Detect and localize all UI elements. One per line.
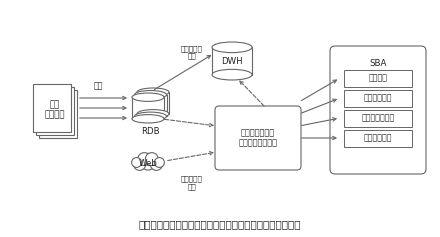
FancyBboxPatch shape — [344, 129, 412, 146]
FancyBboxPatch shape — [330, 46, 426, 174]
Polygon shape — [132, 97, 164, 119]
Ellipse shape — [135, 91, 166, 99]
Ellipse shape — [137, 109, 169, 118]
Text: 全社情報共有: 全社情報共有 — [364, 94, 392, 102]
Polygon shape — [135, 95, 166, 116]
Text: SBA: SBA — [369, 59, 387, 68]
FancyBboxPatch shape — [215, 106, 301, 170]
Ellipse shape — [135, 112, 166, 120]
Ellipse shape — [212, 42, 252, 53]
FancyBboxPatch shape — [36, 87, 74, 135]
Text: マーケティング: マーケティング — [361, 114, 395, 123]
Ellipse shape — [212, 69, 252, 80]
FancyBboxPatch shape — [33, 84, 71, 132]
Circle shape — [139, 153, 156, 170]
Ellipse shape — [137, 88, 169, 96]
Text: Web: Web — [139, 160, 158, 169]
Circle shape — [150, 158, 162, 170]
Text: RDB: RDB — [141, 127, 159, 136]
FancyBboxPatch shape — [344, 69, 412, 87]
Text: 更新: 更新 — [93, 82, 103, 91]
Text: DWH: DWH — [221, 56, 243, 65]
Circle shape — [138, 153, 150, 166]
Circle shape — [132, 158, 142, 167]
Circle shape — [134, 158, 146, 170]
Ellipse shape — [132, 93, 164, 101]
Polygon shape — [212, 47, 252, 75]
Text: 最新データ
反映: 最新データ 反映 — [181, 176, 203, 190]
Text: 最新データ
反映: 最新データ 反映 — [181, 45, 203, 59]
FancyBboxPatch shape — [344, 90, 412, 106]
FancyBboxPatch shape — [344, 109, 412, 127]
Circle shape — [154, 158, 165, 167]
Text: 意思決定: 意思決定 — [368, 73, 388, 82]
Circle shape — [145, 153, 158, 166]
Text: 品質問題対応: 品質問題対応 — [364, 133, 392, 142]
Text: 業務
プロセス: 業務 プロセス — [45, 100, 65, 120]
Text: 検索技術による
情報アクセス基盤: 検索技術による 情報アクセス基盤 — [238, 128, 278, 148]
Text: 図１　情報アクセス基盤による企業内外データの仮想統合: 図１ 情報アクセス基盤による企業内外データの仮想統合 — [139, 219, 301, 229]
Ellipse shape — [132, 115, 164, 123]
FancyBboxPatch shape — [39, 90, 77, 138]
Polygon shape — [137, 92, 169, 114]
